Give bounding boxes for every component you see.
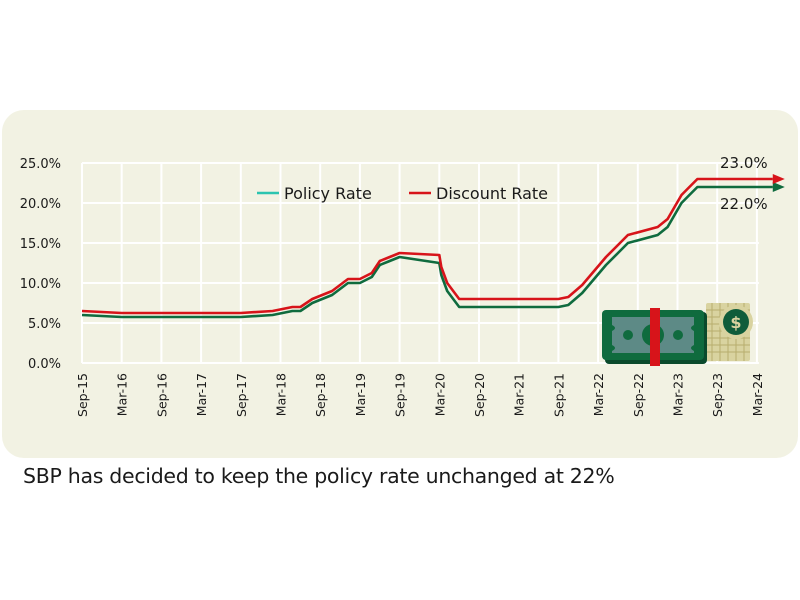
- legend-label-policy-rate: Policy Rate: [284, 184, 372, 203]
- x-axis-ticks: Sep-15 Mar-16 Sep-16 Mar-17 Sep-17 Mar-18 Sep-…: [75, 373, 765, 417]
- policy-rate-chart: 0.0% 5.0% 10.0% 15.0% 20.0% 25.0% Sep-15 Mar-1…: [20, 154, 785, 417]
- cash-bundle-icon: [602, 308, 707, 366]
- x-tick-label: Mar-19: [353, 373, 368, 416]
- x-tick-label: Sep-20: [472, 373, 487, 417]
- arrow-head-policy-rate: [772, 182, 785, 192]
- x-tick-label: Sep-19: [393, 373, 408, 417]
- y-tick-label: 5.0%: [28, 317, 61, 332]
- x-tick-label: Mar-16: [115, 373, 130, 416]
- chart-card: 0.0% 5.0% 10.0% 15.0% 20.0% 25.0% Sep-15 Mar-1…: [2, 110, 798, 458]
- y-tick-label: 25.0%: [20, 157, 61, 172]
- series-line-discount-rate: [81, 177, 773, 315]
- x-tick-label: Sep-17: [234, 373, 249, 417]
- arrow-head-discount-rate: [772, 174, 785, 184]
- x-tick-label: Sep-23: [710, 373, 725, 417]
- legend: Policy Rate Discount Rate: [257, 184, 548, 203]
- x-tick-label: Mar-21: [512, 373, 527, 416]
- x-tick-label: Sep-15: [75, 373, 90, 417]
- x-tick-label: Sep-18: [313, 373, 328, 417]
- x-tick-label: Mar-20: [432, 373, 447, 416]
- money-illustration: $: [602, 303, 753, 366]
- policy-rate-end-label: 22.0%: [720, 195, 768, 213]
- x-tick-label: Sep-16: [154, 373, 169, 417]
- dollar-sign: $: [730, 313, 741, 332]
- x-tick-label: Mar-18: [274, 373, 289, 416]
- x-tick-label: Mar-17: [194, 373, 209, 416]
- y-tick-label: 10.0%: [20, 277, 61, 292]
- x-tick-label: Sep-21: [551, 373, 566, 417]
- x-tick-label: Mar-23: [671, 373, 686, 416]
- series-line-policy-rate: [81, 185, 773, 319]
- discount-rate-end-label: 23.0%: [720, 154, 768, 172]
- caption: SBP has decided to keep the policy rate …: [23, 464, 615, 488]
- dollar-coin-icon: $: [719, 305, 753, 339]
- legend-label-discount-rate: Discount Rate: [436, 184, 548, 203]
- x-tick-label: Mar-22: [591, 373, 606, 416]
- y-tick-label: 15.0%: [20, 237, 61, 252]
- y-tick-label: 20.0%: [20, 197, 61, 212]
- x-tick-label: Sep-22: [631, 373, 646, 417]
- y-axis-ticks: 0.0% 5.0% 10.0% 15.0% 20.0% 25.0%: [20, 157, 61, 372]
- y-tick-label: 0.0%: [28, 357, 61, 372]
- x-tick-label: Mar-24: [750, 373, 765, 416]
- series-lines: [81, 174, 785, 319]
